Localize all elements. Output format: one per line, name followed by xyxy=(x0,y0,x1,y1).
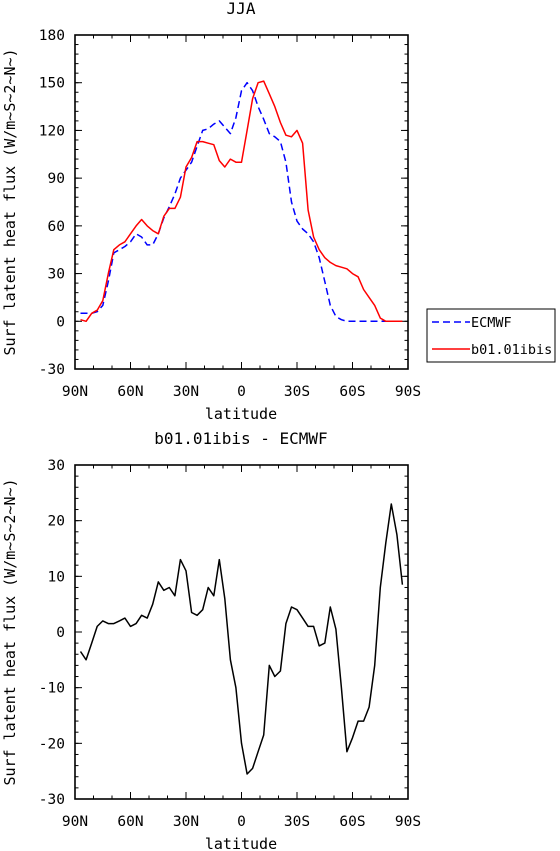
top-y-tick-label: 0 xyxy=(56,314,65,330)
bottom-x-tick-label: 30N xyxy=(173,814,199,830)
top-series-line-0 xyxy=(80,81,403,323)
bottom-chart-ylabel: Surf latent heat flux (W/m~S~2~N~) xyxy=(1,478,19,785)
bottom-y-tick-label: 10 xyxy=(48,569,65,585)
bottom-y-tick-label: 30 xyxy=(48,458,65,474)
legend: ECMWF b01.01ibis xyxy=(426,308,556,363)
bottom-y-tick-label: 0 xyxy=(56,625,65,641)
bottom-chart: b01.01ibis - ECMWF -30 -20 -10 0 10 20 30 90N 60… xyxy=(1,429,421,851)
top-x-tick-label: 90N xyxy=(62,384,88,400)
top-x-tick-label: 30N xyxy=(173,384,199,400)
top-y-tick-label: 60 xyxy=(48,219,65,235)
bottom-chart-title: b01.01ibis - ECMWF xyxy=(154,429,327,448)
bottom-chart-frame xyxy=(74,464,409,800)
bottom-series-line-0 xyxy=(79,503,404,775)
bottom-chart-series xyxy=(79,503,404,775)
bottom-x-tick-label: 30S xyxy=(284,814,310,830)
top-y-tick-label: 30 xyxy=(48,267,65,283)
top-x-tick-label: 30S xyxy=(284,384,310,400)
bottom-x-tick-label: 90S xyxy=(395,814,421,830)
top-x-tick-label: 90S xyxy=(395,384,421,400)
legend-label-b01: b01.01ibis xyxy=(471,342,552,358)
top-chart-ticks: -30 0 30 60 90 120 150 180 90N 60N 30N 0 30S 60S 90S xyxy=(39,28,421,400)
top-chart-xlabel: latitude xyxy=(205,405,277,423)
top-series-line-1 xyxy=(80,80,403,323)
top-y-tick-label: 120 xyxy=(39,123,65,139)
bottom-x-tick-label: 90N xyxy=(62,814,88,830)
bottom-y-tick-label: -30 xyxy=(39,792,65,808)
top-chart-series xyxy=(80,80,403,323)
top-chart-ylabel: Surf latent heat flux (W/m~S~2~N~) xyxy=(1,48,19,355)
top-x-tick-label: 60N xyxy=(117,384,143,400)
top-y-tick-label: 180 xyxy=(39,28,65,44)
bottom-y-tick-label: -20 xyxy=(39,736,65,752)
legend-box xyxy=(426,308,556,363)
bottom-x-tick-label: 0 xyxy=(237,814,246,830)
legend-label-ecmwf: ECMWF xyxy=(471,315,512,331)
bottom-chart-ticks: -30 -20 -10 0 10 20 30 90N 60N 30N 0 30S 60S 90S xyxy=(39,458,421,830)
top-y-tick-label: -30 xyxy=(39,362,65,378)
top-chart: JJA -30 0 30 60 90 120 150 180 90N 60N 30N 0 30S 60S 9… xyxy=(1,0,556,423)
bottom-y-tick-label: 20 xyxy=(48,514,65,530)
top-x-tick-label: 0 xyxy=(237,384,246,400)
top-y-tick-label: 90 xyxy=(48,171,65,187)
top-chart-title: JJA xyxy=(227,0,256,18)
bottom-x-tick-label: 60N xyxy=(117,814,143,830)
top-y-tick-label: 150 xyxy=(39,76,65,92)
bottom-chart-xlabel: latitude xyxy=(205,835,277,851)
bottom-x-tick-label: 60S xyxy=(339,814,365,830)
top-chart-frame xyxy=(74,34,409,370)
bottom-y-tick-label: -10 xyxy=(39,681,65,697)
top-x-tick-label: 60S xyxy=(339,384,365,400)
